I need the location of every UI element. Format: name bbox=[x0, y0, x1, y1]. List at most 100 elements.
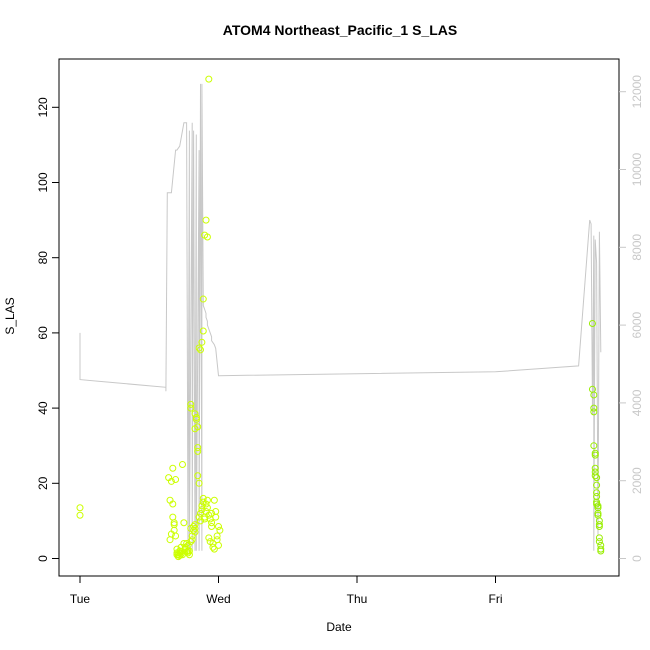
data-point bbox=[191, 528, 199, 536]
x-axis-label: Date bbox=[326, 620, 352, 634]
data-point bbox=[210, 545, 218, 553]
data-point bbox=[593, 481, 601, 489]
data-point bbox=[172, 532, 180, 540]
y-tick-label: 100 bbox=[36, 172, 50, 192]
data-point bbox=[594, 509, 602, 517]
y-tick-label: 120 bbox=[36, 97, 50, 117]
data-point bbox=[590, 442, 598, 450]
y2-tick-label: 8000 bbox=[630, 234, 644, 261]
x-tick-label: Fri bbox=[489, 592, 503, 606]
data-point bbox=[195, 479, 203, 487]
data-point bbox=[203, 233, 211, 241]
data-point bbox=[185, 547, 193, 555]
data-point bbox=[593, 489, 601, 497]
chart-title: ATOM4 Northeast_Pacific_1 S_LAS bbox=[223, 22, 457, 38]
data-point bbox=[192, 414, 200, 421]
data-point bbox=[199, 295, 207, 303]
x-tick-label: Tue bbox=[70, 592, 91, 606]
data-point bbox=[199, 494, 207, 502]
data-point bbox=[591, 449, 599, 457]
x-tick-label: Thu bbox=[347, 592, 368, 606]
data-point bbox=[169, 513, 177, 521]
data-point bbox=[208, 509, 216, 517]
data-point bbox=[187, 400, 195, 408]
data-point bbox=[194, 444, 202, 452]
data-point bbox=[590, 408, 598, 416]
y-axis-label: S_LAS bbox=[3, 297, 17, 334]
chart-marks: 0 20 40 60 80 100 120 0 2000 4000 6000 8000 10000 120… bbox=[36, 75, 644, 606]
data-point bbox=[208, 523, 216, 531]
data-point bbox=[202, 216, 210, 224]
data-point bbox=[593, 474, 601, 482]
data-point bbox=[215, 541, 222, 549]
data-point bbox=[597, 547, 605, 555]
y2-tick-label: 6000 bbox=[630, 311, 644, 338]
y2-tick-label: 10000 bbox=[630, 152, 644, 186]
x-tick-label: Wed bbox=[206, 592, 230, 606]
plot-area-frame bbox=[58, 58, 620, 577]
data-point bbox=[194, 423, 202, 431]
data-point bbox=[590, 404, 598, 412]
y2-tick-label: 4000 bbox=[630, 389, 644, 416]
data-point bbox=[205, 75, 213, 83]
data-point bbox=[591, 451, 599, 459]
data-point bbox=[205, 534, 213, 542]
data-point bbox=[216, 526, 224, 534]
data-point bbox=[191, 410, 199, 418]
data-point bbox=[213, 536, 221, 544]
y-tick-label: 80 bbox=[36, 251, 50, 265]
data-point bbox=[595, 538, 603, 546]
data-point bbox=[167, 477, 175, 485]
data-point bbox=[213, 532, 221, 540]
data-point bbox=[593, 500, 601, 508]
series-line bbox=[79, 83, 602, 551]
y-tick-label: 20 bbox=[36, 476, 50, 490]
y-tick-label: 0 bbox=[36, 555, 50, 562]
y-tick-label: 40 bbox=[36, 401, 50, 415]
data-point bbox=[194, 472, 202, 480]
data-point bbox=[194, 447, 202, 455]
data-point bbox=[208, 519, 216, 527]
data-point bbox=[172, 476, 180, 484]
data-point bbox=[196, 346, 204, 354]
data-point bbox=[196, 517, 204, 525]
y2-tick-label: 0 bbox=[630, 555, 644, 562]
data-point bbox=[198, 338, 206, 346]
data-point bbox=[212, 513, 220, 521]
data-point bbox=[184, 549, 192, 557]
data-point bbox=[195, 344, 203, 352]
data-point bbox=[191, 524, 199, 532]
data-point bbox=[183, 539, 191, 547]
data-point bbox=[199, 327, 207, 335]
data-point bbox=[191, 521, 199, 529]
data-point bbox=[591, 472, 599, 480]
y2-tick-label: 12000 bbox=[630, 75, 644, 109]
data-point bbox=[180, 519, 188, 527]
data-point bbox=[187, 404, 195, 412]
y2-tick-label: 2000 bbox=[630, 467, 644, 494]
data-point bbox=[594, 502, 602, 510]
data-point bbox=[76, 511, 84, 519]
data-point bbox=[169, 464, 177, 472]
data-point bbox=[176, 551, 184, 559]
data-point bbox=[595, 523, 603, 531]
data-point bbox=[178, 461, 186, 468]
data-point bbox=[188, 536, 196, 544]
data-point bbox=[202, 500, 210, 508]
data-point bbox=[166, 536, 174, 544]
data-point bbox=[595, 534, 603, 542]
data-point bbox=[203, 496, 211, 504]
data-point bbox=[203, 504, 211, 512]
data-point bbox=[588, 320, 596, 327]
data-point bbox=[170, 519, 178, 527]
data-point bbox=[210, 496, 218, 504]
data-point bbox=[76, 504, 84, 512]
data-point bbox=[590, 391, 598, 399]
data-point bbox=[591, 464, 599, 472]
data-point bbox=[215, 523, 222, 531]
y-tick-label: 60 bbox=[36, 326, 50, 340]
data-point bbox=[595, 521, 603, 529]
data-point bbox=[169, 500, 177, 508]
data-point bbox=[597, 545, 605, 553]
